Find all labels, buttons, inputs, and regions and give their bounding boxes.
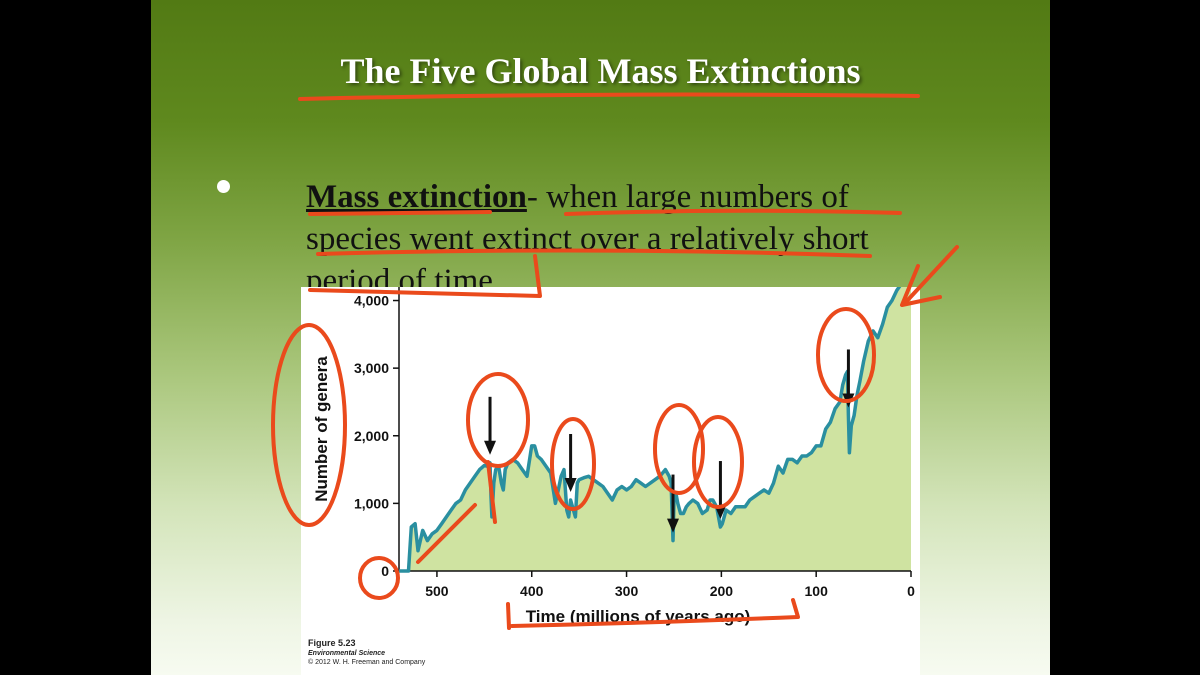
chart-panel: 0 1,000 2,000 3,000 4,000 500 400 300 200 100 0 Ti… (301, 287, 920, 675)
x-tick-label: 300 (615, 583, 639, 599)
extinction-arrow-head (667, 518, 680, 533)
bullet-text: Mass extinction- when large numbers of s… (306, 176, 946, 302)
y-tick-label: 0 (381, 563, 389, 579)
area-fill-group (399, 287, 911, 571)
genera-area (399, 287, 911, 571)
extinction-arrow-head (484, 440, 497, 455)
figure-caption: Figure 5.23 Environmental Science © 2012… (308, 638, 425, 667)
caption-book: Environmental Science (308, 650, 386, 657)
x-axis-title: Time (millions of years ago) (526, 607, 751, 626)
x-tick-label: 200 (710, 583, 734, 599)
x-tick-label: 0 (907, 583, 915, 599)
bullet-term: Mass extinction (306, 179, 527, 215)
slide-title: The Five Global Mass Extinctions (340, 51, 861, 91)
caption-figure: Figure 5.23 (308, 638, 356, 648)
y-axis-title: Number of genera (312, 356, 331, 502)
extinction-chart: 0 1,000 2,000 3,000 4,000 500 400 300 200 100 0 Ti… (312, 287, 915, 626)
bullet-point (217, 180, 230, 193)
y-tick-label: 2,000 (354, 428, 389, 444)
x-tick-label: 400 (520, 583, 544, 599)
y-tick-label: 3,000 (354, 360, 389, 376)
axes-group (398, 287, 911, 572)
caption-copyright: © 2012 W. H. Freeman and Company (308, 659, 426, 666)
x-tick-label: 500 (425, 583, 449, 599)
y-tick-label: 1,000 (354, 495, 389, 511)
letterbox-left (0, 0, 151, 675)
letterbox-right (1050, 0, 1200, 675)
x-tick-label: 100 (805, 583, 829, 599)
y-tick-label: 4,000 (354, 293, 389, 309)
